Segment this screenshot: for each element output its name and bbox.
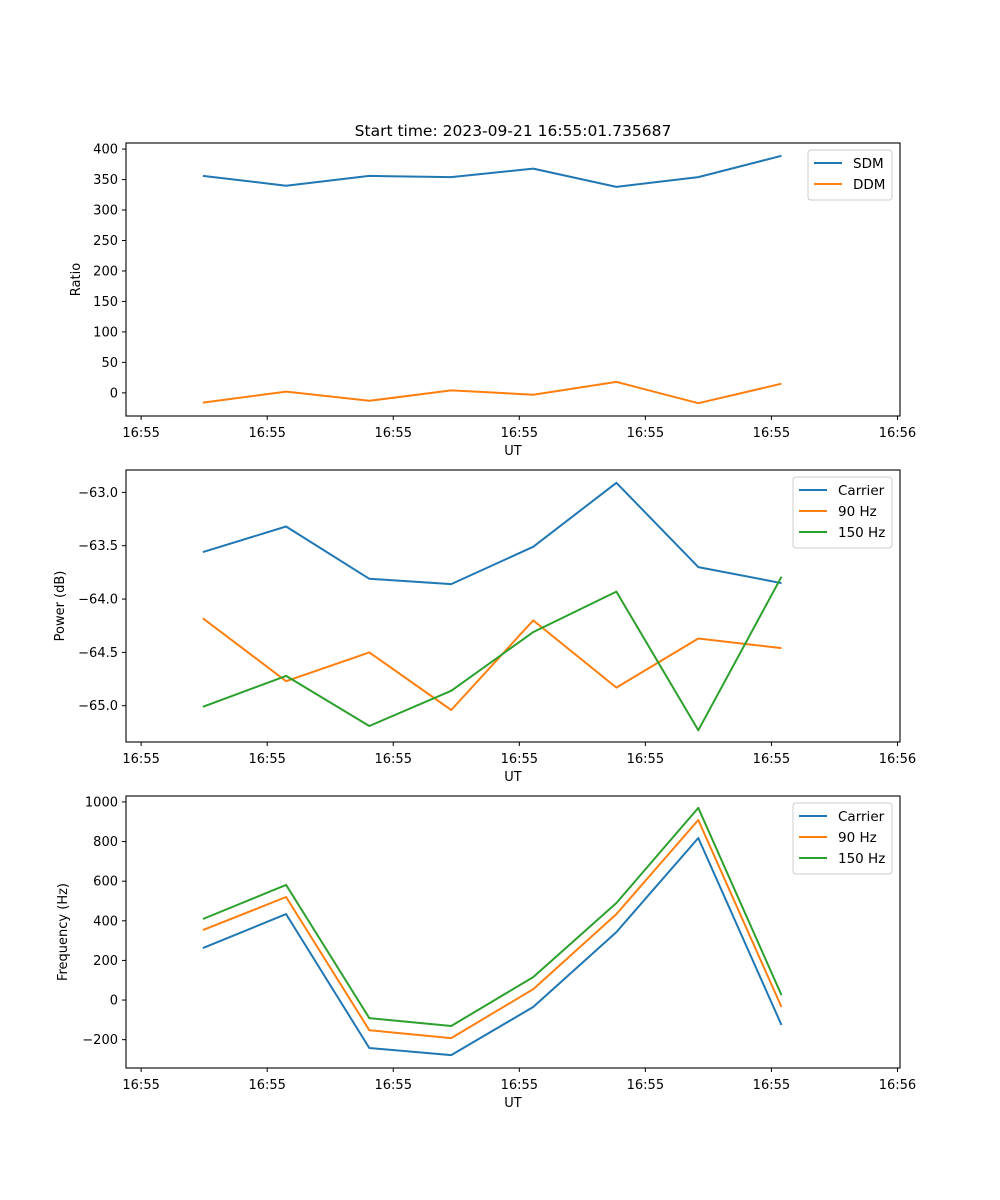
ratio-x-tick-label: 16:55 <box>753 426 790 441</box>
ratio-panel: 16:55 16:55 16:55 16:55 16:55 16:55 16:56 UT 0 50… <box>69 142 916 459</box>
ratio-y-tick-label: 350 <box>93 173 118 188</box>
ratio-legend-label: SDM <box>853 156 884 172</box>
power-legend-item: 150 Hz <box>799 525 885 541</box>
frequency-x-tick-label: 16:55 <box>753 1078 790 1093</box>
ratio-x-tick-label: 16:56 <box>879 426 916 441</box>
frequency-series-carrier-line <box>202 837 783 1057</box>
power-series-90-hz-line <box>202 617 782 711</box>
power-legend-box <box>792 476 893 549</box>
power-x-axis-label: UT <box>504 770 522 785</box>
frequency-legend-item: Carrier <box>799 809 885 825</box>
frequency-x-tick-label: 16:55 <box>501 1078 538 1093</box>
ratio-legend-label: DDM <box>853 177 885 193</box>
frequency-y-tick-label: 200 <box>93 954 118 969</box>
ratio-x-axis-label: UT <box>504 444 522 459</box>
power-panel: 16:55 16:55 16:55 16:55 16:55 16:55 16:56 UT −65… <box>53 469 916 785</box>
frequency-legend-item: 150 Hz <box>799 851 885 867</box>
frequency-legend: Carrier 90 Hz 150 Hz <box>792 802 893 875</box>
ratio-legend-item: DDM <box>814 177 885 193</box>
ratio-y-tick-label: 50 <box>101 356 118 371</box>
power-legend-label: 150 Hz <box>838 525 885 541</box>
ratio-y-tick-label: 400 <box>93 143 118 158</box>
frequency-legend-label: Carrier <box>838 809 885 825</box>
power-x-tick-label: 16:55 <box>375 752 412 767</box>
power-x-tick-label: 16:55 <box>122 752 159 767</box>
frequency-x-tick-label: 16:55 <box>122 1078 159 1093</box>
power-x-tick-label: 16:56 <box>879 752 916 767</box>
frequency-panel: 16:55 16:55 16:55 16:55 16:55 16:55 16:56 UT −20… <box>56 795 916 1111</box>
power-series-carrier-line <box>202 481 782 586</box>
power-x-tick-label: 16:55 <box>753 752 790 767</box>
frequency-y-tick-label: 800 <box>93 835 118 850</box>
ratio-series-sdm-line <box>202 154 782 188</box>
frequency-legend-label: 150 Hz <box>838 851 885 867</box>
ratio-y-axis-label: Ratio <box>69 263 84 296</box>
power-x-tick-label: 16:55 <box>248 752 285 767</box>
power-legend-label: 90 Hz <box>838 504 877 520</box>
frequency-x-tick-label: 16:55 <box>375 1078 412 1093</box>
frequency-series-90-hz-line <box>202 819 783 1040</box>
ratio-axes-frame <box>125 142 901 417</box>
frequency-legend-box <box>792 802 893 875</box>
power-legend-item: 90 Hz <box>799 504 877 520</box>
frequency-axes-frame <box>125 795 901 1069</box>
ratio-y-tick-label: 300 <box>93 204 118 219</box>
frequency-x-tick-label: 16:55 <box>627 1078 664 1093</box>
frequency-series-150-hz-line <box>202 806 783 1027</box>
power-legend-label: Carrier <box>838 483 885 499</box>
power-y-tick-label: −64.5 <box>78 646 118 661</box>
frequency-y-axis-label: Frequency (Hz) <box>56 883 71 981</box>
ratio-legend: SDM DDM <box>807 149 893 201</box>
ratio-x-tick-label: 16:55 <box>122 426 159 441</box>
power-series-150-hz-line <box>202 576 783 732</box>
power-y-tick-label: −65.0 <box>78 699 118 714</box>
ratio-y-tick-label: 250 <box>93 234 118 249</box>
power-x-tick-label: 16:55 <box>627 752 664 767</box>
frequency-y-tick-label: 400 <box>93 914 118 929</box>
frequency-x-tick-label: 16:56 <box>879 1078 916 1093</box>
frequency-y-tick-label: 600 <box>93 875 118 890</box>
frequency-legend-item: 90 Hz <box>799 830 877 846</box>
ratio-x-tick-label: 16:55 <box>501 426 538 441</box>
ratio-x-tick-label: 16:55 <box>375 426 412 441</box>
ratio-y-tick-label: 150 <box>93 295 118 310</box>
ratio-y-tick-label: 0 <box>110 386 118 401</box>
ratio-series-ddm-line <box>202 380 782 405</box>
frequency-x-tick-label: 16:55 <box>248 1078 285 1093</box>
frequency-y-tick-label: 1000 <box>85 795 118 810</box>
frequency-legend-label: 90 Hz <box>838 830 877 846</box>
ratio-y-tick-label: 200 <box>93 264 118 279</box>
frequency-y-tick-label: 0 <box>110 994 118 1009</box>
power-y-axis-label: Power (dB) <box>53 571 68 642</box>
frequency-y-tick-label: −200 <box>82 1033 118 1048</box>
figure-title: Start time: 2023-09-21 16:55:01.735687 <box>355 122 672 140</box>
ratio-x-tick-label: 16:55 <box>627 426 664 441</box>
power-y-tick-label: −63.5 <box>78 539 118 554</box>
power-x-tick-label: 16:55 <box>501 752 538 767</box>
power-legend: Carrier 90 Hz 150 Hz <box>792 476 893 549</box>
ratio-x-tick-label: 16:55 <box>248 426 285 441</box>
power-axes-frame <box>125 469 901 743</box>
power-y-tick-label: −63.0 <box>78 486 118 501</box>
power-y-tick-label: −64.0 <box>78 593 118 608</box>
ratio-y-tick-label: 100 <box>93 325 118 340</box>
frequency-x-axis-label: UT <box>504 1096 522 1111</box>
ratio-legend-item: SDM <box>814 156 884 172</box>
power-legend-item: Carrier <box>799 483 885 499</box>
